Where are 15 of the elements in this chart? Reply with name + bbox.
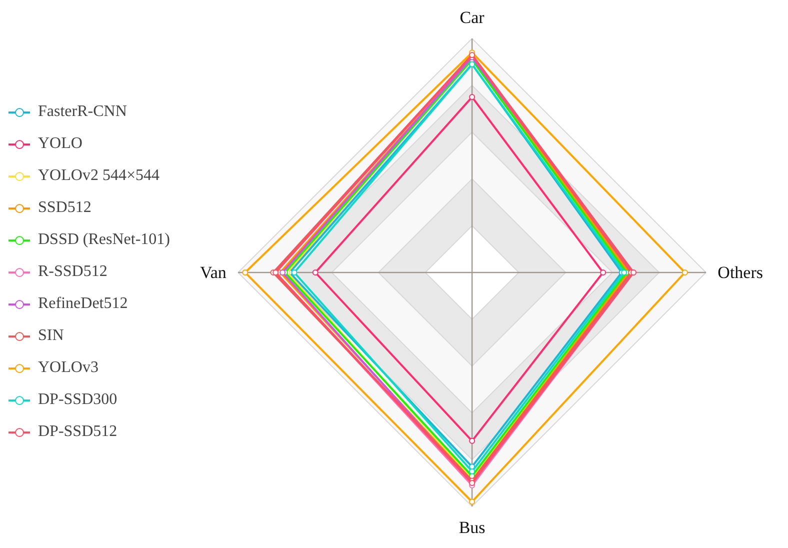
legend-label: SSD512 <box>38 199 92 217</box>
legend-label: FasterR-CNN <box>38 103 127 121</box>
spoke-label: Car <box>460 8 485 27</box>
legend-label: DSSD (ResNet-101) <box>38 231 170 249</box>
spoke-label: Others <box>718 263 764 282</box>
legend-label: DP-SSD300 <box>38 391 118 409</box>
legend-label: DP-SSD512 <box>38 423 118 441</box>
legend-label: RefineDet512 <box>38 295 128 313</box>
legend-label: YOLOv2 544×544 <box>38 167 160 185</box>
spoke-label: Bus <box>458 518 486 538</box>
legend-label: YOLOv3 <box>38 359 98 377</box>
spoke-label: Van <box>200 263 227 282</box>
legend-label: R-SSD512 <box>38 263 108 281</box>
legend-label: SIN <box>38 327 64 345</box>
legend-label: YOLO <box>38 135 82 153</box>
